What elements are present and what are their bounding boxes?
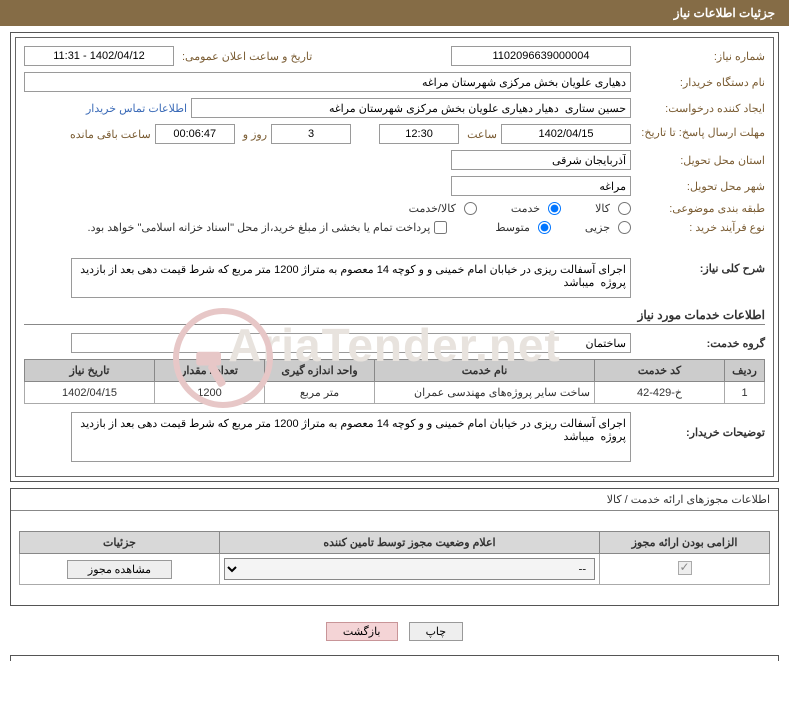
treasury-checkbox[interactable] (434, 221, 447, 234)
view-license-button[interactable]: مشاهده مجوز (67, 560, 172, 579)
radio-medium-input[interactable] (538, 221, 551, 234)
remaining-label: ساعت باقی مانده (66, 128, 151, 141)
page-header: جزئیات اطلاعات نیاز (0, 0, 789, 26)
cell-status: -- (220, 554, 600, 585)
th-row-num: ردیف (725, 360, 765, 382)
license-panel-title: اطلاعات مجوزهای ارائه خدمت / کالا (11, 489, 778, 511)
time-label: ساعت (463, 128, 497, 141)
row-deadline: مهلت ارسال پاسخ: تا تاریخ: ساعت روز و سا… (24, 124, 765, 144)
radio-goods-input[interactable] (618, 202, 631, 215)
license-row: -- مشاهده مجوز (20, 554, 770, 585)
th-mandatory: الزامی بودن ارائه مجوز (600, 532, 770, 554)
radio-goods[interactable]: کالا (595, 202, 631, 215)
province-field[interactable] (451, 150, 631, 170)
footer-buttons: چاپ بازگشت (0, 612, 789, 651)
page-title: جزئیات اطلاعات نیاز (674, 6, 775, 20)
cell-details: مشاهده مجوز (20, 554, 220, 585)
radio-medium[interactable]: متوسط (495, 221, 551, 234)
buyer-org-field[interactable] (24, 72, 631, 92)
license-table: الزامی بودن ارائه مجوز اعلام وضعیت مجوز … (19, 531, 770, 585)
cell-mandatory (600, 554, 770, 585)
radio-goods-label: کالا (595, 202, 610, 215)
main-panel: AriaTender.net شماره نیاز: تاریخ و ساعت … (15, 37, 774, 477)
process-type-label: نوع فرآیند خرید : (635, 221, 765, 234)
radio-goods-service[interactable]: کالا/خدمت (409, 202, 477, 215)
radio-service-label: خدمت (511, 202, 540, 215)
table-row[interactable]: 1 خ-429-42 ساخت سایر پروژه‌های مهندسی عم… (25, 382, 765, 404)
days-remaining-field[interactable] (271, 124, 351, 144)
row-service-group: گروه خدمت: (24, 333, 765, 353)
requester-label: ایجاد کننده درخواست: (635, 102, 765, 115)
back-button[interactable]: بازگشت (326, 622, 398, 641)
cell-service-code: خ-429-42 (595, 382, 725, 404)
row-requester: ایجاد کننده درخواست: اطلاعات تماس خریدار (24, 98, 765, 118)
cell-service-name: ساخت سایر پروژه‌های مهندسی عمران (375, 382, 595, 404)
row-need-number: شماره نیاز: تاریخ و ساعت اعلان عمومی: (24, 46, 765, 66)
cell-qty: 1200 (155, 382, 265, 404)
th-service-code: کد خدمت (595, 360, 725, 382)
announce-datetime-field[interactable] (24, 46, 174, 66)
city-label: شهر محل تحویل: (635, 180, 765, 193)
days-and-label: روز و (239, 128, 267, 141)
radio-partial-input[interactable] (618, 221, 631, 234)
main-panel-outer: AriaTender.net شماره نیاز: تاریخ و ساعت … (10, 32, 779, 482)
countdown-field[interactable] (155, 124, 235, 144)
services-table: ردیف کد خدمت نام خدمت واحد اندازه گیری ت… (24, 359, 765, 404)
requester-field[interactable] (191, 98, 631, 118)
row-province: استان محل تحویل: (24, 150, 765, 170)
th-need-date: تاریخ نیاز (25, 360, 155, 382)
buyer-org-label: نام دستگاه خریدار: (635, 76, 765, 89)
radio-partial[interactable]: جزیی (585, 221, 631, 234)
cell-unit: متر مربع (265, 382, 375, 404)
services-section-title: اطلاعات خدمات مورد نیاز (24, 308, 765, 325)
license-panel: اطلاعات مجوزهای ارائه خدمت / کالا الزامی… (10, 488, 779, 606)
th-status: اعلام وضعیت مجوز توسط تامین کننده (220, 532, 600, 554)
bottom-border (10, 655, 779, 661)
need-number-field[interactable] (451, 46, 631, 66)
row-general-desc: شرح کلی نیاز: (24, 258, 765, 298)
row-buyer-org: نام دستگاه خریدار: (24, 72, 765, 92)
deadline-label: مهلت ارسال پاسخ: تا تاریخ: (635, 126, 765, 141)
general-desc-label: شرح کلی نیاز: (635, 258, 765, 275)
row-process-type: نوع فرآیند خرید : جزیی متوسط پرداخت تمام… (24, 221, 765, 234)
radio-service-input[interactable] (548, 202, 561, 215)
mandatory-checkbox-icon (678, 561, 692, 575)
license-header-row: الزامی بودن ارائه مجوز اعلام وضعیت مجوز … (20, 532, 770, 554)
radio-partial-label: جزیی (585, 221, 610, 234)
th-qty: تعداد / مقدار (155, 360, 265, 382)
th-unit: واحد اندازه گیری (265, 360, 375, 382)
buyer-notes-textarea[interactable] (71, 412, 631, 462)
cell-need-date: 1402/04/15 (25, 382, 155, 404)
need-number-label: شماره نیاز: (635, 50, 765, 63)
row-buyer-notes: توضیحات خریدار: (24, 412, 765, 462)
buyer-notes-label: توضیحات خریدار: (635, 412, 765, 439)
service-group-field[interactable] (71, 333, 631, 353)
city-field[interactable] (451, 176, 631, 196)
radio-goods-service-input[interactable] (464, 202, 477, 215)
province-label: استان محل تحویل: (635, 154, 765, 167)
service-group-label: گروه خدمت: (635, 337, 765, 350)
table-header-row: ردیف کد خدمت نام خدمت واحد اندازه گیری ت… (25, 360, 765, 382)
license-panel-body: الزامی بودن ارائه مجوز اعلام وضعیت مجوز … (11, 511, 778, 605)
row-city: شهر محل تحویل: (24, 176, 765, 196)
deadline-time-field[interactable] (379, 124, 459, 144)
payment-note: پرداخت تمام یا بخشی از مبلغ خرید،از محل … (84, 221, 431, 234)
radio-goods-service-label: کالا/خدمت (409, 202, 456, 215)
th-details: جزئیات (20, 532, 220, 554)
radio-service[interactable]: خدمت (511, 202, 561, 215)
th-service-name: نام خدمت (375, 360, 595, 382)
general-desc-textarea[interactable] (71, 258, 631, 298)
subject-class-label: طبقه بندی موضوعی: (635, 202, 765, 215)
announce-datetime-label: تاریخ و ساعت اعلان عمومی: (178, 50, 312, 63)
print-button[interactable]: چاپ (409, 622, 464, 641)
radio-medium-label: متوسط (495, 221, 530, 234)
cell-row-num: 1 (725, 382, 765, 404)
buyer-contact-link[interactable]: اطلاعات تماس خریدار (86, 102, 187, 115)
row-subject-class: طبقه بندی موضوعی: کالا خدمت کالا/خدمت (24, 202, 765, 215)
status-select[interactable]: -- (224, 558, 595, 580)
deadline-date-field[interactable] (501, 124, 631, 144)
